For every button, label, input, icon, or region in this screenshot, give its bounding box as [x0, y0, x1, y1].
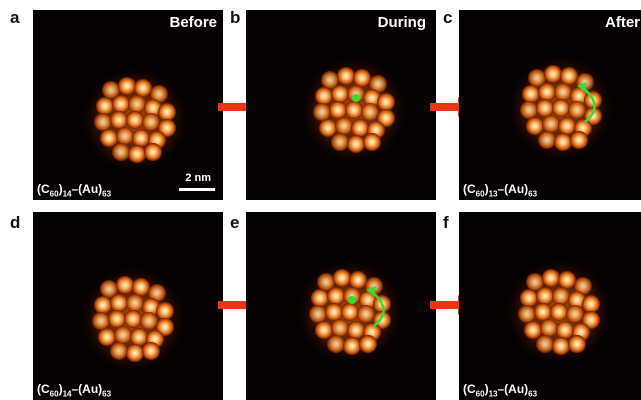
stm-image-d: [81, 267, 185, 371]
stage-title-before: Before: [169, 14, 217, 31]
stm-panel-a: Before 2 nm (C60)14–(Au)63: [33, 10, 223, 200]
stm-panel-c: After (C60)13–(Au)63: [459, 10, 641, 200]
panel-letter-e: e: [230, 213, 240, 232]
stm-image-f: [507, 260, 611, 364]
formula-label-c: (C60)13–(Au)63: [463, 181, 538, 198]
stm-image-b: [302, 58, 406, 162]
stm-image-c: [509, 56, 613, 160]
stm-image-e: [298, 260, 402, 364]
stage-title-during: During: [377, 14, 426, 31]
stage-title-after: After: [605, 14, 641, 31]
stm-panel-f: (C60)13–(Au)63: [459, 212, 641, 400]
stm-image-a: [83, 68, 187, 172]
panel-letter-f: f: [443, 213, 449, 232]
formula-label-d: (C60)14–(Au)63: [37, 381, 112, 398]
formula-label-a: (C60)14–(Au)63: [37, 181, 112, 198]
stm-panel-b: During: [246, 10, 436, 200]
stm-panel-d: (C60)14–(Au)63: [33, 212, 223, 400]
panel-letter-c: c: [443, 8, 453, 27]
panel-letter-b: b: [230, 8, 241, 27]
formula-label-f: (C60)13–(Au)63: [463, 381, 538, 398]
scale-bar-label: 2 nm: [185, 172, 211, 184]
stm-panel-e: [246, 212, 436, 400]
panel-letter-a: a: [10, 8, 20, 27]
panel-letter-d: d: [10, 213, 21, 232]
scale-bar: [179, 188, 215, 191]
